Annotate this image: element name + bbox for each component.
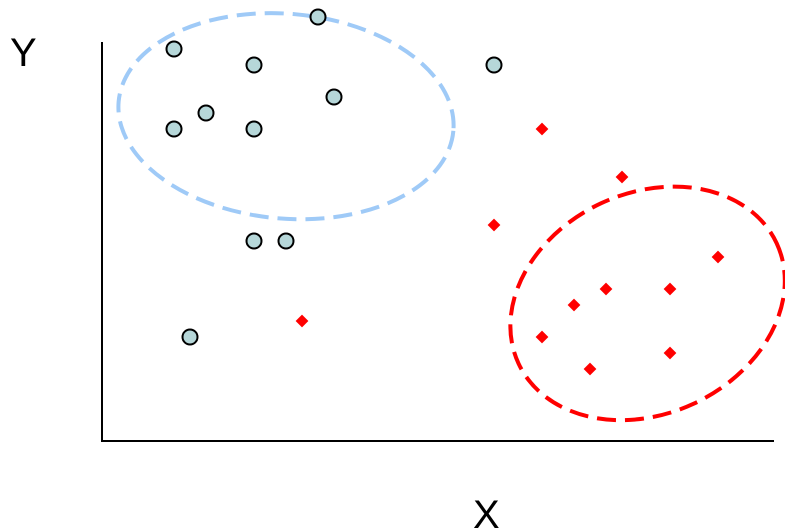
- circle-point: [245, 232, 263, 250]
- diamond-point: [583, 362, 597, 376]
- circle-point: [197, 104, 215, 122]
- circle-point: [277, 232, 295, 250]
- diamond-point: [711, 250, 725, 264]
- diamond-point: [615, 170, 629, 184]
- diamond-point: [599, 282, 613, 296]
- diamond-point: [663, 282, 677, 296]
- circle-point: [309, 8, 327, 26]
- x-axis-label: X: [473, 493, 500, 532]
- circle-point: [165, 40, 183, 58]
- diamond-point: [535, 122, 549, 136]
- diamond-point: [535, 330, 549, 344]
- y-axis-label: Y: [10, 31, 37, 75]
- circle-point: [181, 328, 199, 346]
- circle-point: [245, 56, 263, 74]
- circle-point: [485, 56, 503, 74]
- diamond-point: [295, 314, 309, 328]
- diamond-point: [567, 298, 581, 312]
- cluster-annotations: [116, 11, 785, 423]
- cluster-ellipse-1: [116, 11, 456, 222]
- circle-point: [245, 120, 263, 138]
- data-points: [165, 8, 725, 376]
- cluster-ellipse-2: [508, 184, 785, 423]
- diamond-point: [487, 218, 501, 232]
- circle-point: [325, 88, 343, 106]
- axes: [101, 42, 774, 442]
- circle-point: [165, 120, 183, 138]
- diamond-point: [663, 346, 677, 360]
